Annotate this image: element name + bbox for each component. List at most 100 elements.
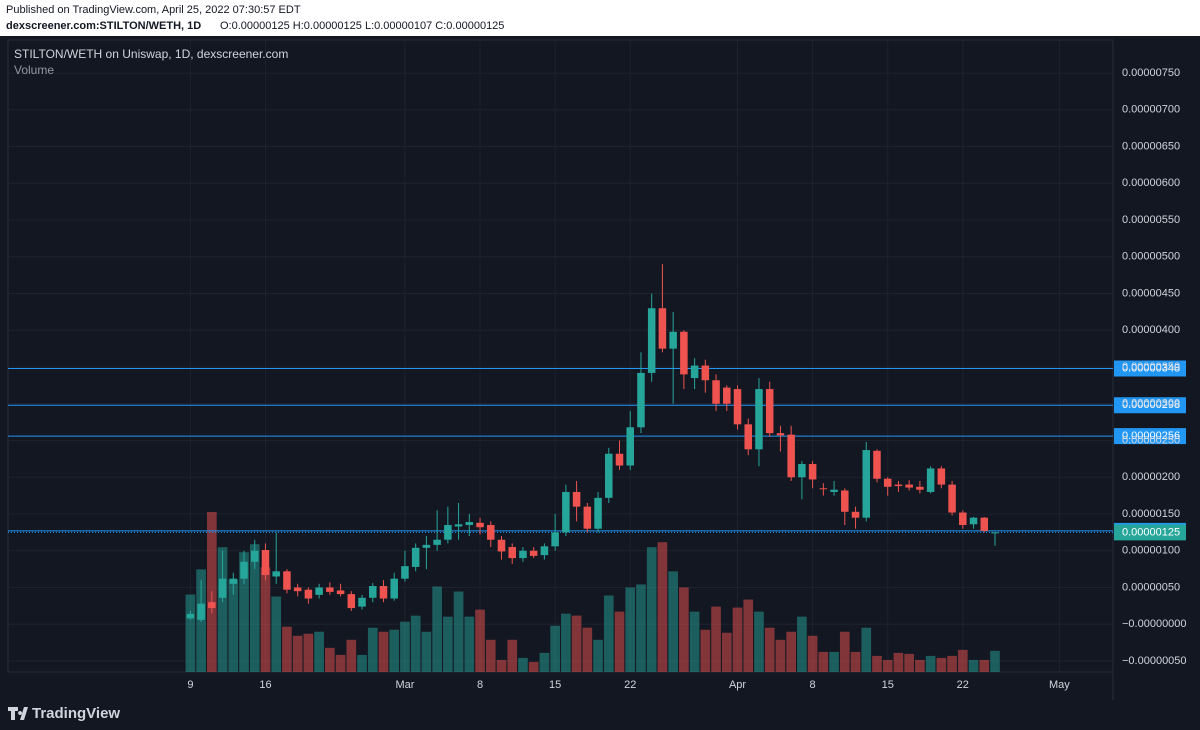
volume-bar	[732, 607, 743, 672]
y-tick-label: 0.00000650	[1122, 140, 1180, 152]
candle-body	[830, 489, 838, 492]
level-label-bg	[1114, 428, 1186, 445]
volume-bar	[915, 659, 925, 672]
volume-bar	[721, 632, 732, 672]
candle-body	[572, 491, 581, 507]
x-tick-label: 22	[957, 679, 969, 691]
volume-bar	[357, 654, 367, 672]
volume-bar	[850, 651, 861, 672]
candle-body	[658, 308, 667, 349]
last-price-label: 0.00000125	[1122, 526, 1180, 538]
candle-body	[218, 578, 227, 598]
candles	[186, 264, 999, 623]
candle-body	[358, 597, 366, 607]
candle-body	[476, 522, 484, 528]
candle-body	[744, 424, 752, 450]
candle-body	[701, 365, 710, 381]
volume-bar	[550, 625, 560, 672]
volume-bar	[335, 654, 346, 672]
volume-bar	[872, 655, 882, 672]
volume-bar	[947, 655, 957, 672]
candle-body	[551, 532, 559, 547]
volume-bar	[239, 552, 249, 672]
candle-body	[776, 433, 785, 436]
brand-name: TradingView	[32, 705, 120, 722]
volume-bar	[861, 627, 872, 672]
volume-bar	[893, 652, 904, 672]
candle-body	[401, 566, 409, 579]
y-tick-label: 0.00000100	[1122, 545, 1180, 557]
candle-body	[529, 550, 538, 556]
volume-bar	[625, 587, 636, 672]
y-tick-label: 0.00000050	[1122, 581, 1180, 593]
volume-bar	[367, 627, 378, 672]
candle-body	[819, 488, 828, 490]
volume-bar	[614, 611, 625, 672]
candle-body	[229, 578, 238, 584]
candle-body	[422, 544, 431, 548]
y-tick-label: 0.00000550	[1122, 214, 1180, 226]
volume-bar	[818, 651, 829, 672]
volume-bar	[485, 639, 496, 672]
candle-body	[626, 427, 634, 466]
candle-body	[347, 594, 356, 609]
candle-body	[841, 490, 849, 512]
y-tick-label: 0.00000450	[1122, 287, 1180, 299]
candle-body	[315, 587, 323, 595]
candle-body	[519, 550, 527, 559]
x-tick-label: 15	[882, 679, 894, 691]
candle-body	[862, 450, 871, 518]
volume-bar	[410, 615, 421, 672]
volume-bar	[657, 542, 668, 672]
volume-bar	[925, 655, 936, 672]
y-tick-label: 0.00000600	[1122, 177, 1180, 189]
level-label-bg	[1114, 360, 1186, 377]
volume-bar	[646, 547, 657, 672]
volume-bar	[839, 631, 850, 672]
candle-body	[594, 497, 602, 529]
volume-bar	[603, 595, 614, 672]
candle-body	[991, 532, 999, 534]
candle-body	[197, 603, 205, 620]
y-tick-label: 0.00000350	[1122, 361, 1180, 373]
volume-bar	[743, 599, 754, 672]
candle-body	[765, 389, 774, 434]
candle-body	[186, 613, 195, 619]
volume-bar	[668, 571, 678, 672]
volume-bar	[797, 616, 807, 672]
candle-body	[615, 453, 624, 466]
volume-bar	[711, 606, 721, 672]
y-tick-label: 0.00000150	[1122, 508, 1180, 520]
volume-bar	[539, 652, 550, 672]
level-label: 0.00000256	[1122, 430, 1180, 442]
volume-bar	[990, 650, 1000, 672]
volume-bar	[260, 567, 271, 672]
volume-bar	[421, 631, 432, 672]
candle-body	[905, 484, 913, 488]
volume-bar	[689, 611, 700, 672]
volume-bar	[271, 596, 282, 672]
header-bar	[0, 0, 1200, 36]
candle-body	[723, 387, 731, 404]
brand-logo	[8, 707, 28, 720]
x-tick-label: 22	[624, 679, 636, 691]
axes: −0.00000050 −0.00000000 0.00000050 0.000001…	[187, 67, 1186, 691]
candle-body	[261, 550, 270, 575]
candle-body	[465, 522, 474, 526]
candle-body	[326, 587, 334, 592]
candle-body	[497, 539, 506, 552]
candle-body	[605, 453, 613, 498]
volume-bar	[786, 631, 796, 672]
candle-body	[208, 602, 216, 609]
volume-label: Volume	[14, 63, 54, 77]
y-tick-label: 0.00000500	[1122, 251, 1180, 263]
volume-bar	[228, 579, 239, 672]
levels: 0.000003480.000002980.000002560.00000127…	[8, 360, 1186, 541]
candle-body	[433, 539, 441, 545]
x-tick-label: May	[1049, 679, 1070, 691]
candle-body	[959, 512, 967, 526]
volume-bar	[325, 647, 335, 672]
symbol-text: dexscreener.com:STILTON/WETH, 1D	[6, 20, 201, 32]
volume-bar	[968, 659, 979, 672]
